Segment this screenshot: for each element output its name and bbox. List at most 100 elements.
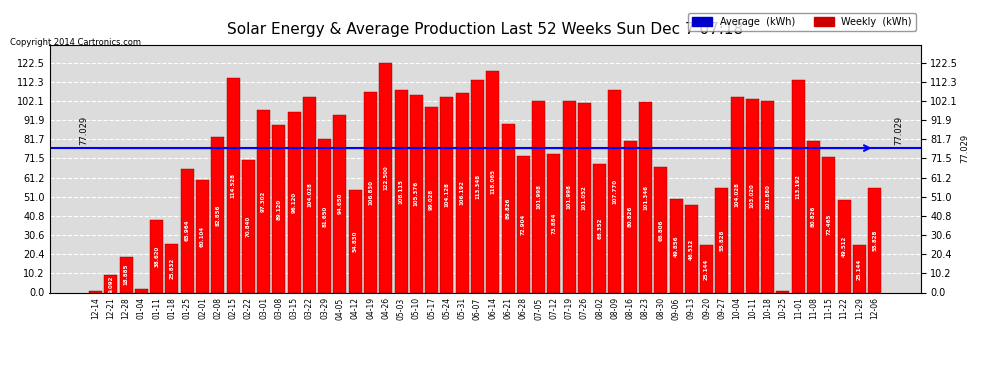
Bar	[272, 125, 285, 292]
Text: 55.828: 55.828	[872, 230, 877, 251]
Text: 96.120: 96.120	[292, 192, 297, 213]
Bar	[624, 141, 637, 292]
Text: 77.029: 77.029	[895, 116, 904, 145]
Bar	[654, 167, 667, 292]
Text: 113.192: 113.192	[796, 174, 801, 199]
Bar	[745, 99, 759, 292]
Text: 106.830: 106.830	[368, 180, 373, 205]
Bar	[486, 71, 499, 292]
Text: 38.620: 38.620	[154, 246, 159, 267]
Text: 101.346: 101.346	[643, 185, 648, 210]
Text: 55.828: 55.828	[720, 230, 725, 251]
Text: 66.806: 66.806	[658, 219, 663, 240]
Bar	[441, 97, 453, 292]
Text: 122.500: 122.500	[383, 165, 388, 190]
Bar	[288, 112, 301, 292]
Text: 25.144: 25.144	[704, 258, 709, 279]
Text: 54.830: 54.830	[352, 230, 357, 252]
Text: 65.964: 65.964	[185, 220, 190, 242]
Text: 104.028: 104.028	[735, 183, 740, 207]
Text: 113.348: 113.348	[475, 174, 480, 199]
Text: 46.512: 46.512	[689, 238, 694, 260]
Bar	[761, 102, 774, 292]
Bar	[593, 164, 606, 292]
Text: 94.650: 94.650	[338, 193, 343, 214]
Bar	[364, 92, 377, 292]
Bar	[731, 98, 743, 292]
Text: 108.115: 108.115	[399, 179, 404, 204]
Text: 25.144: 25.144	[856, 258, 862, 279]
Text: 70.840: 70.840	[246, 216, 250, 237]
Bar	[669, 199, 682, 292]
Bar	[242, 160, 254, 292]
Bar	[639, 102, 652, 292]
Bar	[227, 78, 240, 292]
Bar	[471, 80, 484, 292]
Text: 101.998: 101.998	[536, 184, 542, 209]
Text: 80.826: 80.826	[628, 206, 633, 227]
Bar	[517, 156, 530, 292]
Bar	[303, 98, 316, 292]
Bar	[150, 220, 163, 292]
Bar	[89, 291, 102, 292]
Text: 103.020: 103.020	[749, 183, 755, 208]
Bar	[104, 276, 118, 292]
Text: 97.302: 97.302	[261, 190, 266, 212]
Text: 77.029: 77.029	[79, 116, 88, 145]
Text: Copyright 2014 Cartronics.com: Copyright 2014 Cartronics.com	[10, 38, 141, 47]
Bar	[823, 157, 836, 292]
Bar	[502, 124, 515, 292]
Title: Solar Energy & Average Production Last 52 Weeks Sun Dec 7 07:18: Solar Energy & Average Production Last 5…	[227, 22, 743, 37]
Legend: Average  (kWh), Weekly  (kWh): Average (kWh), Weekly (kWh)	[688, 13, 916, 30]
Text: 82.856: 82.856	[215, 204, 221, 225]
Bar	[609, 90, 622, 292]
Bar	[181, 169, 194, 292]
Bar	[379, 63, 392, 292]
Bar	[425, 107, 439, 292]
Text: 101.998: 101.998	[566, 184, 571, 209]
Text: 104.128: 104.128	[445, 183, 449, 207]
Bar	[165, 244, 178, 292]
Bar	[318, 140, 332, 292]
Bar	[562, 101, 575, 292]
Text: 25.832: 25.832	[169, 258, 174, 279]
Text: 18.885: 18.885	[124, 264, 129, 285]
Text: 72.904: 72.904	[521, 213, 526, 235]
Bar	[455, 93, 468, 292]
Text: 114.528: 114.528	[231, 172, 236, 198]
Bar	[257, 110, 270, 292]
Text: 89.120: 89.120	[276, 198, 281, 219]
Bar	[716, 188, 729, 292]
Bar	[334, 115, 346, 292]
Text: 73.884: 73.884	[551, 213, 556, 234]
Bar	[135, 289, 148, 292]
Bar	[348, 190, 361, 292]
Text: 107.770: 107.770	[613, 179, 618, 204]
Text: 101.052: 101.052	[582, 185, 587, 210]
Bar	[410, 95, 423, 292]
Text: 80.826: 80.826	[811, 206, 816, 227]
Bar	[792, 80, 805, 292]
Text: 105.376: 105.376	[414, 181, 419, 206]
Text: 104.028: 104.028	[307, 183, 312, 207]
Bar	[685, 205, 698, 292]
Text: 72.465: 72.465	[827, 214, 832, 235]
Bar	[700, 245, 713, 292]
Text: 68.352: 68.352	[597, 218, 602, 239]
Bar	[838, 200, 850, 292]
Bar	[868, 188, 881, 292]
Bar	[395, 90, 408, 292]
Text: 89.826: 89.826	[506, 198, 511, 219]
Text: 60.104: 60.104	[200, 226, 205, 247]
Bar	[532, 101, 545, 292]
Bar	[776, 291, 789, 292]
Bar	[852, 245, 866, 292]
Text: 9.092: 9.092	[108, 275, 114, 292]
Bar	[807, 141, 820, 292]
Bar	[211, 137, 225, 292]
Text: 77.029: 77.029	[960, 134, 969, 163]
Bar	[578, 103, 591, 292]
Text: 81.650: 81.650	[322, 206, 328, 226]
Bar	[196, 180, 209, 292]
Text: 118.065: 118.065	[490, 170, 495, 194]
